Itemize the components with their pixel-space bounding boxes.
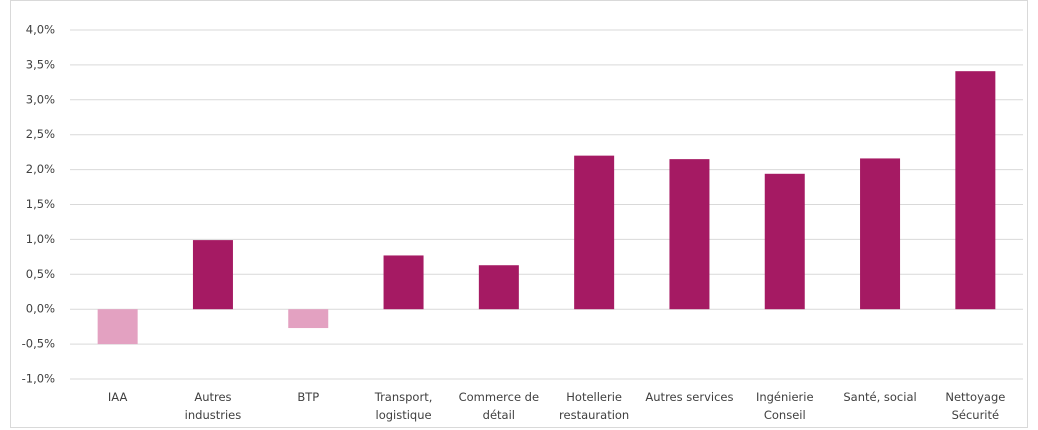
x-tick-label: Autres industries — [184, 390, 242, 422]
y-tick-label: 0,5% — [26, 267, 55, 281]
bar — [669, 159, 710, 310]
bar — [955, 71, 996, 310]
y-tick-label: 2,5% — [26, 127, 55, 141]
y-tick-label: 3,5% — [26, 57, 55, 71]
y-tick-label: 1,0% — [26, 232, 55, 246]
x-tick-label: Ingénierie Conseil — [755, 390, 814, 422]
y-tick-label: 3,0% — [26, 92, 55, 106]
bar — [574, 155, 615, 310]
bar — [478, 265, 519, 310]
bar — [288, 309, 329, 329]
y-tick-label: 4,0% — [26, 23, 55, 37]
bar — [97, 309, 138, 345]
bar — [192, 240, 233, 310]
x-tick-label: IAA — [107, 390, 128, 404]
x-tick-label: BTP — [297, 390, 320, 404]
y-tick-label: 1,5% — [26, 197, 55, 211]
x-tick-label: Nettoyage Sécurité — [945, 390, 1006, 422]
x-tick-label: Commerce de détail — [458, 390, 540, 422]
y-tick-label: 2,0% — [26, 162, 55, 176]
y-tick-label: 0,0% — [26, 302, 55, 316]
y-tick-label: -1,0% — [22, 372, 55, 386]
bar — [860, 158, 901, 310]
chart-border — [10, 0, 1028, 428]
bar — [383, 255, 424, 310]
x-tick-label: Autres services — [645, 390, 734, 404]
y-tick-label: -0,5% — [22, 337, 55, 351]
x-tick-label: Transport, logistique — [374, 390, 433, 422]
x-tick-label: Santé, social — [843, 390, 917, 404]
x-tick-label: Hotellerie restauration — [559, 390, 630, 422]
bar — [764, 173, 805, 310]
